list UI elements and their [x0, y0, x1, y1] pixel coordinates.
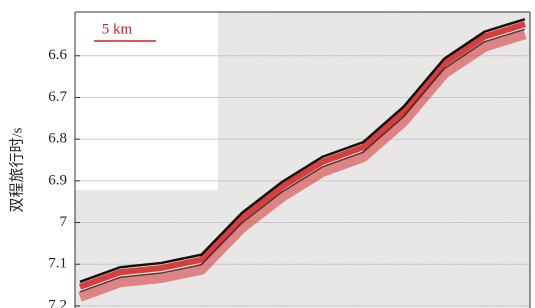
y-tick-label: 7.1 [48, 256, 67, 272]
y-tick-label: 6.8 [48, 131, 67, 147]
blank-area [75, 12, 218, 190]
y-axis-label: 双程旅行时/s [8, 127, 25, 212]
chart: 5 km 双程旅行时/s 6.6 6.7 6.8 6.9 7 7.1 7.2 [0, 0, 535, 308]
y-tick-label: 6.7 [48, 89, 67, 105]
y-tick-label: 6.9 [48, 172, 67, 188]
scale-bar-label: 5 km [102, 21, 133, 37]
y-tick-label: 6.6 [48, 47, 67, 63]
y-tick-label: 7 [60, 214, 68, 230]
y-tick-label: 7.2 [48, 297, 67, 308]
